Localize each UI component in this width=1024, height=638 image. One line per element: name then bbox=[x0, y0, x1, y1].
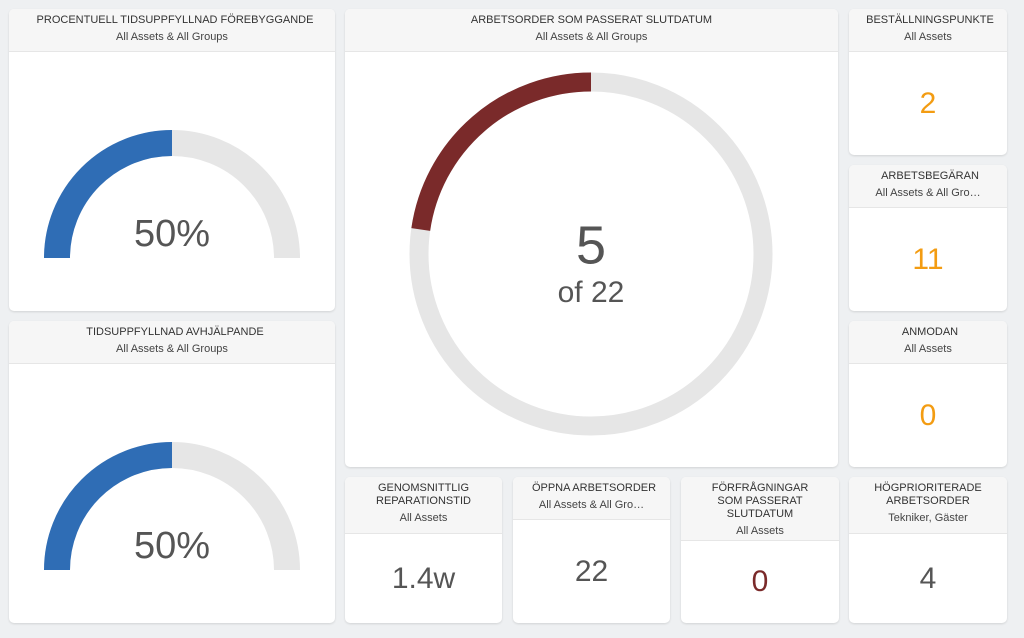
widget-card: PROCENTUELL TIDSUPPFYLLNAD FÖREBYGGANDE A… bbox=[9, 9, 335, 311]
widget-subtitle: All Assets bbox=[399, 512, 448, 524]
widget-header: ÖPPNA ARBETSORDER All Assets & All Gro… bbox=[513, 477, 670, 520]
kpi-value: 0 bbox=[751, 565, 769, 598]
donut-value: 5 bbox=[576, 215, 606, 275]
widget-subtitle: Tekniker, Gäster bbox=[888, 512, 968, 524]
gauge: 50% bbox=[44, 130, 300, 259]
widget-title: ARBETSBEGÄRAN bbox=[881, 170, 979, 182]
gauge: 50% bbox=[44, 442, 300, 571]
gauge-arc bbox=[44, 130, 173, 259]
kpi-value: 1.4w bbox=[391, 561, 456, 595]
widget-title: HÖGPRIORITERADE ARBETSORDER bbox=[874, 482, 982, 507]
widget-card: GENOMSNITTLIG REPARATIONSTID All Assets 1.… bbox=[345, 477, 502, 623]
widget-card: ANMODAN All Assets 0 bbox=[849, 321, 1007, 467]
widget-subtitle: All Assets & All Groups bbox=[116, 343, 228, 355]
donut-total: of 22 bbox=[558, 276, 625, 309]
widget-header: GENOMSNITTLIG REPARATIONSTID All Assets bbox=[345, 477, 502, 534]
widget-title: FÖRFRÅGNINGAR SOM PASSERAT SLUTDATUM bbox=[711, 482, 809, 520]
gauge-label: 50% bbox=[134, 213, 210, 255]
widget-title: TIDSUPPFYLLNAD AVHJÄLPANDE bbox=[86, 326, 264, 338]
widget-title: ARBETSORDER SOM PASSERAT SLUTDATUM bbox=[470, 14, 713, 26]
widget-card: FÖRFRÅGNINGAR SOM PASSERAT SLUTDATUM All … bbox=[681, 477, 839, 623]
kpi-value: 2 bbox=[919, 86, 937, 120]
widget-subtitle: All Assets & All Gro… bbox=[875, 187, 981, 199]
widget-header: ANMODAN All Assets bbox=[849, 321, 1007, 364]
kpi-value: 11 bbox=[912, 242, 944, 276]
widget-subtitle: All Assets & All Gro… bbox=[538, 499, 645, 511]
widget-subtitle: All Assets bbox=[904, 343, 952, 355]
widget-title: BESTÄLLNINGSPUNKTE bbox=[866, 14, 994, 26]
widget-subtitle: All Assets bbox=[736, 525, 784, 537]
kpi-value: 22 bbox=[574, 554, 609, 588]
widget-card: ÖPPNA ARBETSORDER All Assets & All Gro… 22 bbox=[513, 477, 670, 623]
widget-header: HÖGPRIORITERADE ARBETSORDER Tekniker, Gäs… bbox=[849, 477, 1007, 534]
donut-arc bbox=[411, 72, 592, 231]
donut: 5of 22 bbox=[409, 72, 773, 436]
kpi-value: 0 bbox=[919, 398, 937, 432]
widget-header: PROCENTUELL TIDSUPPFYLLNAD FÖREBYGGANDE A… bbox=[9, 9, 335, 52]
widget-header: FÖRFRÅGNINGAR SOM PASSERAT SLUTDATUM All … bbox=[681, 477, 839, 541]
kpi-value: 4 bbox=[919, 561, 937, 595]
widget-card: ARBETSBEGÄRAN All Assets & All Gro… 11 bbox=[849, 165, 1007, 311]
widget-title: ÖPPNA ARBETSORDER bbox=[531, 482, 657, 494]
widget-subtitle: All Assets bbox=[904, 31, 952, 43]
widget-header: TIDSUPPFYLLNAD AVHJÄLPANDE All Assets & A… bbox=[9, 321, 335, 364]
widget-subtitle: All Assets & All Groups bbox=[535, 31, 648, 43]
widget-title: ANMODAN bbox=[901, 326, 959, 338]
widget-header: BESTÄLLNINGSPUNKTE All Assets bbox=[849, 9, 1007, 52]
widget-card: ARBETSORDER SOM PASSERAT SLUTDATUM All As… bbox=[345, 9, 838, 467]
widget-card: HÖGPRIORITERADE ARBETSORDER Tekniker, Gäs… bbox=[849, 477, 1007, 623]
widget-header: ARBETSBEGÄRAN All Assets & All Gro… bbox=[849, 165, 1007, 208]
widget-card: TIDSUPPFYLLNAD AVHJÄLPANDE All Assets & A… bbox=[9, 321, 335, 623]
widget-header: ARBETSORDER SOM PASSERAT SLUTDATUM All As… bbox=[345, 9, 838, 52]
widget-subtitle: All Assets & All Groups bbox=[116, 31, 228, 43]
gauge-arc bbox=[44, 442, 173, 571]
widget-card: BESTÄLLNINGSPUNKTE All Assets 2 bbox=[849, 9, 1007, 155]
widget-title: PROCENTUELL TIDSUPPFYLLNAD FÖREBYGGANDE bbox=[36, 14, 314, 26]
gauge-label: 50% bbox=[134, 525, 210, 567]
widget-title: GENOMSNITTLIG REPARATIONSTID bbox=[376, 482, 471, 507]
